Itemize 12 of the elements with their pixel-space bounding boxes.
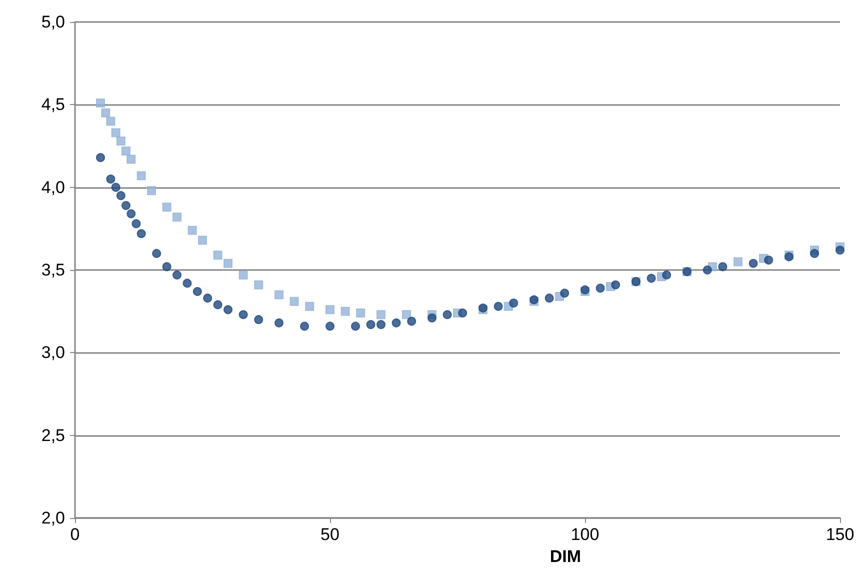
y-tick-label: 4,0 (41, 178, 65, 197)
x-axis-title: DIM (550, 546, 582, 566)
x-tick-label: 100 (570, 525, 600, 544)
y-tick-label: 4,5 (41, 95, 65, 114)
y-tick-label: 3,0 (41, 343, 65, 362)
y-tick-label: 2,0 (41, 508, 65, 528)
y-tick-label: 3,5 (41, 260, 65, 280)
x-tick-label: 150 (826, 525, 854, 544)
y-tick-label: 2,5 (41, 426, 65, 445)
x-tick-label: 50 (320, 525, 340, 544)
x-tick-label: 0 (70, 525, 80, 544)
y-tick-label: 5,0 (41, 12, 65, 32)
